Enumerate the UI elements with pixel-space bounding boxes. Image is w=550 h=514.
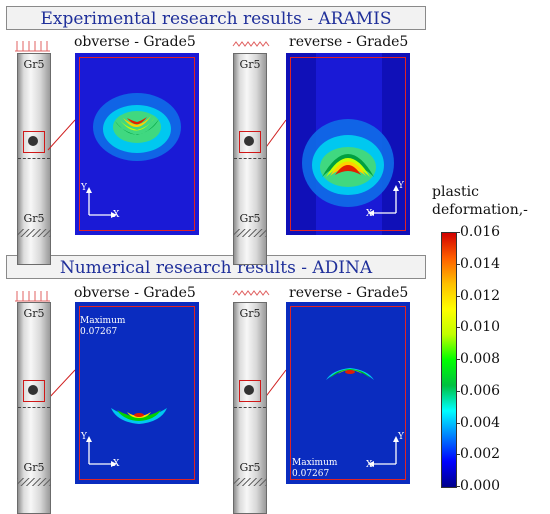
hole-zoom-box [239, 380, 261, 402]
section-line [234, 158, 266, 159]
specimen-top-label: Gr5 [239, 307, 261, 320]
panel-title-reverse-num: reverse - Grade5 [289, 285, 409, 301]
legend-tick-label: 0.000 [460, 478, 501, 494]
axis-y-label: Y [398, 432, 404, 442]
xy-axes-icon [368, 436, 399, 467]
legend-tick-label: 0.016 [460, 224, 501, 240]
legend-tick-label: 0.010 [460, 319, 501, 336]
legend-tick-mark [456, 454, 460, 456]
roi-frame [79, 57, 195, 231]
roi-frame [290, 306, 406, 480]
clamp-hatch [17, 478, 51, 486]
specimen-top-label: Gr5 [239, 58, 261, 71]
legend-tick-mark [456, 295, 460, 297]
hole-zoom-box [239, 131, 261, 153]
legend-title-line2: deformation,- [432, 202, 528, 218]
compression-zigzag-icon [232, 41, 270, 47]
compression-zigzag-icon [232, 290, 270, 296]
panel-title-obverse-num: obverse - Grade5 [74, 285, 196, 301]
zoom-leader-lines [47, 119, 287, 400]
legend-tick-mark [456, 359, 460, 360]
section-line [234, 407, 266, 408]
hole-icon [244, 385, 254, 395]
hole-icon [244, 136, 254, 146]
legend-tick-mark [456, 263, 460, 265]
maximum-label: Maximum [292, 458, 338, 468]
roi-frame [79, 306, 195, 480]
panel-title-reverse-exp: reverse - Grade5 [289, 34, 409, 50]
specimen-bottom-label: Gr5 [23, 212, 45, 225]
section-line [18, 158, 50, 159]
axis-x-label: X [113, 459, 120, 469]
hole-icon [28, 136, 38, 146]
axis-x-label: X [366, 209, 373, 219]
numerical-results-banner: Numerical research results - ADINA [6, 255, 426, 279]
strain-map-reverse-num: Maximum 0.07267 Y X [286, 302, 410, 484]
maximum-label: Maximum [80, 316, 126, 326]
legend-tick-label: 0.008 [460, 351, 501, 367]
maximum-value: 0.07267 [292, 469, 330, 479]
strain-map-reverse-exp: Y X [286, 53, 410, 235]
tension-arrows-icon [15, 41, 50, 52]
axis-y-label: Y [81, 432, 87, 442]
axis-y-label: Y [398, 181, 404, 191]
xy-axes-icon [368, 185, 399, 216]
xy-axes-icon [86, 436, 117, 467]
hole-icon [28, 385, 38, 395]
legend-tick-label: 0.012 [460, 287, 501, 304]
legend-tick-mark [456, 390, 460, 392]
xy-axes-icon [86, 187, 117, 218]
specimen-top-label: Gr5 [23, 58, 45, 71]
legend-tick-mark [456, 422, 460, 424]
axis-x-label: X [113, 210, 120, 220]
legend-tick-label: 0.006 [460, 382, 501, 399]
experimental-results-banner: Experimental research results - ARAMIS [6, 6, 426, 30]
legend-tick-label: 0.014 [460, 255, 501, 272]
specimen-bottom-label: Gr5 [239, 212, 261, 225]
hole-zoom-box [23, 131, 45, 153]
legend-tick-label: 0.004 [460, 414, 501, 431]
clamp-hatch [233, 478, 267, 486]
color-scale-bar [441, 232, 457, 488]
maximum-value: 0.07267 [80, 327, 118, 337]
clamp-hatch [17, 229, 51, 237]
specimen-top-label: Gr5 [23, 307, 45, 320]
legend-title-line1: plastic [432, 184, 479, 200]
axis-y-label: Y [81, 183, 87, 193]
axis-x-label: X [366, 460, 373, 470]
panel-title-obverse-exp: obverse - Grade5 [74, 34, 196, 50]
hole-zoom-box [23, 380, 45, 402]
tension-arrows-icon [15, 291, 50, 302]
strain-map-obverse-exp: Y X [75, 53, 199, 235]
legend-tick-mark [456, 327, 460, 329]
section-line [18, 407, 50, 408]
legend-tick-mark [456, 486, 460, 487]
strain-map-obverse-num: Maximum 0.07267 Y X [75, 302, 199, 484]
clamp-hatch [233, 229, 267, 237]
roi-frame [290, 57, 406, 231]
specimen-bottom-label: Gr5 [23, 461, 45, 474]
legend-tick-label: 0.002 [460, 446, 501, 463]
legend-tick-mark [456, 232, 460, 233]
specimen-bottom-label: Gr5 [239, 461, 261, 474]
